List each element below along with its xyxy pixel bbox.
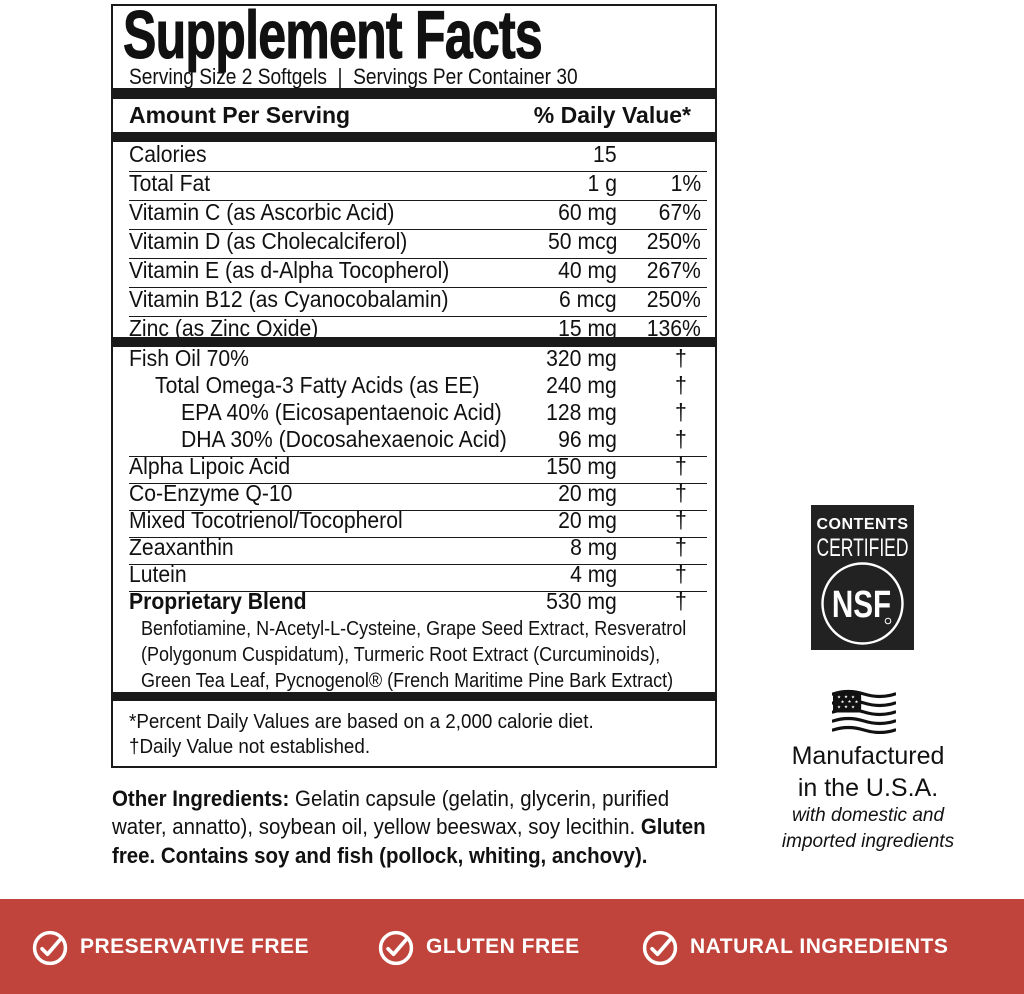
svg-text:NSF: NSF	[832, 584, 891, 626]
